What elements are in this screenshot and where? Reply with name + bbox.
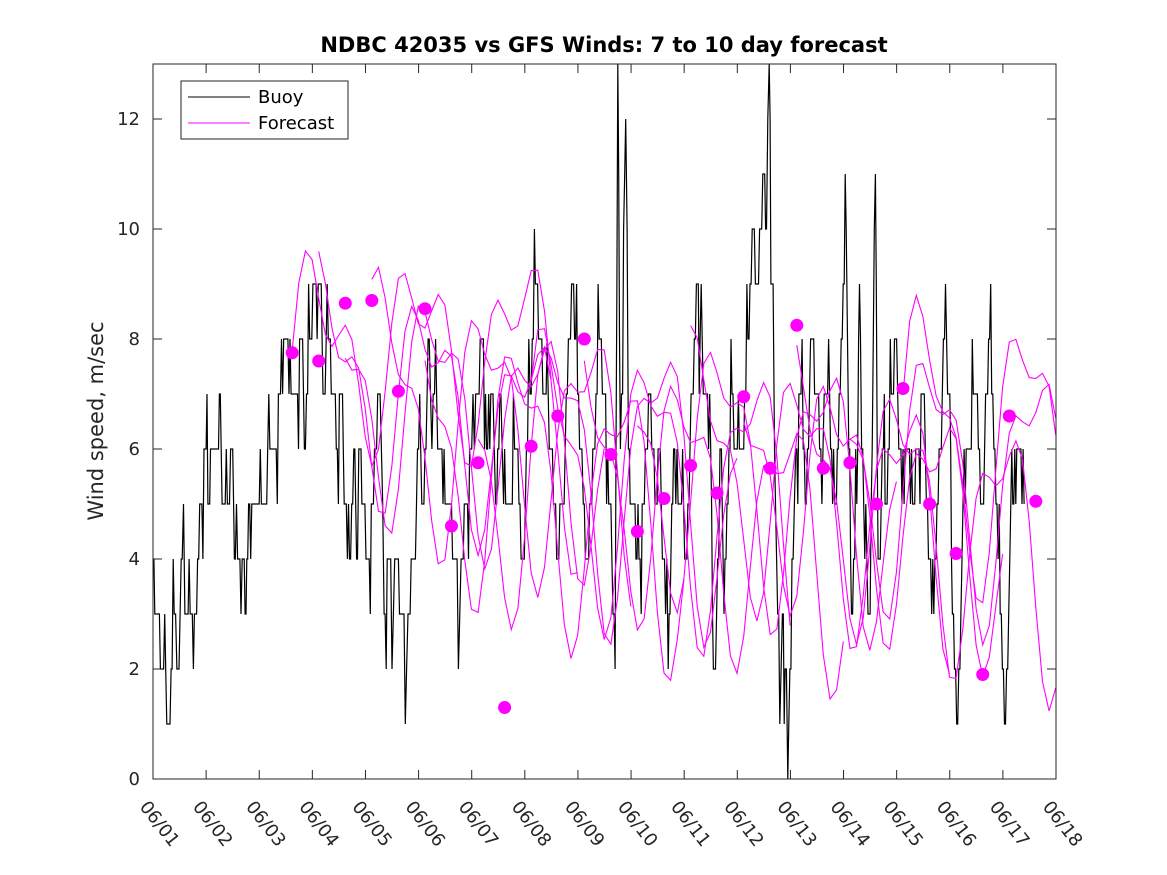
forecast-marker	[949, 547, 963, 560]
forecast-marker	[843, 456, 857, 470]
x-tick-label: 06/16	[932, 797, 980, 851]
forecast-run-line	[796, 345, 1056, 712]
x-tick-label: 06/02	[188, 797, 236, 851]
legend-box	[180, 80, 349, 140]
x-tick-label: 06/07	[454, 797, 502, 851]
x-tick-labels: 06/01 06/02 06/03 06/04 06/05 06/06 06/07 06/08…	[135, 797, 1086, 851]
x-tick-label: 06/14	[826, 797, 874, 851]
forecast-series	[291, 249, 1056, 712]
forecast-run-line	[530, 328, 791, 658]
forecast-marker	[391, 384, 405, 398]
x-tick-label: 06/04	[294, 797, 342, 851]
forecast-run-line	[583, 360, 844, 701]
forecast-marker	[710, 486, 724, 500]
x-tick-label: 06/18	[1038, 797, 1086, 851]
forecast-run-line	[477, 345, 738, 650]
axes-box	[152, 63, 1057, 780]
forecast-marker	[418, 302, 432, 316]
x-tick-label: 06/01	[135, 797, 183, 851]
forecast-marker	[471, 456, 485, 470]
forecast-marker	[896, 382, 910, 395]
x-tick-label: 06/11	[666, 797, 714, 851]
forecast-marker	[524, 439, 538, 453]
forecast-run-line	[318, 251, 578, 575]
forecast-marker	[763, 461, 777, 475]
y-tick-label: 2	[129, 659, 140, 680]
forecast-run-line	[344, 305, 605, 587]
forecast-marker	[498, 701, 512, 714]
forecast-marker	[737, 390, 751, 404]
forecast-marker	[790, 318, 804, 332]
forecast-run-line	[849, 362, 1056, 648]
forecast-marker	[630, 525, 644, 538]
y-tick-label: 0	[129, 769, 140, 790]
y-tick-label: 6	[129, 439, 140, 460]
forecast-marker	[816, 461, 830, 475]
forecast-marker	[285, 346, 299, 360]
x-tick-label: 06/15	[879, 797, 927, 851]
legend-forecast-label: Forecast	[258, 113, 334, 134]
buoy-series	[153, 64, 1025, 779]
y-tick-label: 4	[129, 549, 140, 570]
forecast-run-line	[424, 356, 685, 682]
forecast-marker	[657, 492, 671, 505]
forecast-marker	[365, 294, 379, 307]
axes	[152, 63, 1057, 780]
forecast-marker	[923, 497, 937, 511]
buoy-line	[153, 64, 1025, 779]
legend-buoy-label: Buoy	[258, 87, 304, 108]
x-tick-label: 06/13	[772, 797, 820, 851]
x-tick-label: 06/17	[985, 797, 1033, 851]
x-tick-label: 06/09	[560, 797, 608, 851]
forecast-markers	[285, 294, 1043, 714]
legend: Buoy Forecast	[180, 80, 349, 140]
forecast-marker	[976, 668, 990, 681]
x-tick-label: 06/06	[401, 797, 449, 851]
forecast-marker	[338, 296, 352, 310]
forecast-marker	[1029, 494, 1043, 508]
y-tick-label: 8	[129, 329, 140, 350]
x-tick-label: 06/12	[719, 797, 767, 851]
forecast-marker	[1002, 409, 1016, 423]
forecast-marker	[312, 354, 326, 368]
forecast-run-line	[637, 351, 897, 651]
x-tick-label: 06/03	[241, 797, 289, 851]
forecast-marker	[870, 497, 883, 511]
x-tick-label: 06/08	[507, 797, 555, 851]
forecast-marker	[445, 519, 458, 533]
forecast-marker	[604, 448, 618, 461]
forecast-run-line	[690, 325, 951, 675]
y-axis-label: Wind speed, m/sec	[84, 321, 108, 520]
x-tick-label: 06/05	[348, 797, 396, 851]
forecast-marker	[577, 332, 591, 346]
y-tick-label: 10	[117, 219, 140, 240]
chart-title: NDBC 42035 vs GFS Winds: 7 to 10 day for…	[320, 33, 887, 57]
forecast-marker	[684, 459, 698, 472]
x-tick-label: 06/10	[613, 797, 661, 851]
forecast-run-line	[902, 293, 1056, 604]
forecast-marker	[551, 409, 565, 423]
y-tick-labels: 0 2 4 6 8 10 12	[117, 109, 140, 790]
forecast-run-line	[743, 384, 1004, 679]
y-tick-label: 12	[117, 109, 140, 130]
